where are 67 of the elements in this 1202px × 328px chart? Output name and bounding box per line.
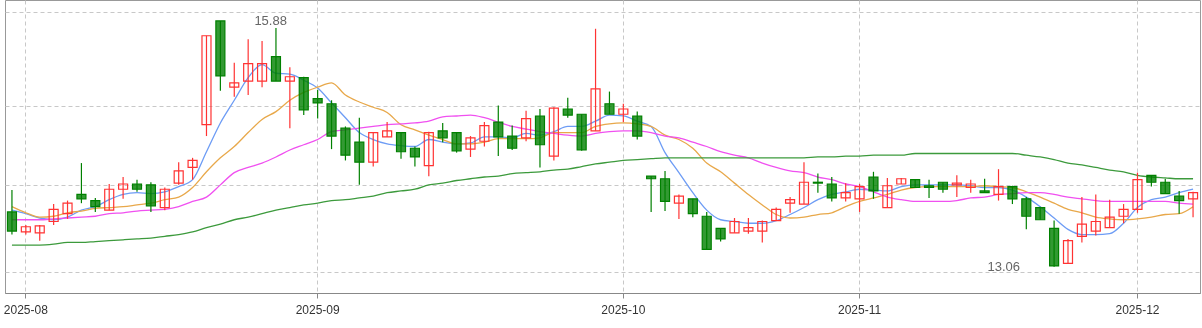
candlestick bbox=[6, 189, 18, 236]
candlestick bbox=[423, 131, 434, 177]
x-tick-label: 2025-08 bbox=[3, 302, 49, 317]
candlestick bbox=[646, 175, 657, 213]
candlestick bbox=[1062, 238, 1074, 264]
candlestick bbox=[632, 111, 643, 141]
candlestick bbox=[395, 131, 407, 160]
candlestick bbox=[159, 186, 170, 211]
candlestick bbox=[507, 124, 518, 151]
candlestick bbox=[1187, 191, 1199, 218]
candlestick bbox=[1132, 172, 1143, 214]
annotation: 13.06 bbox=[987, 258, 1021, 274]
annotation: 15.88 bbox=[254, 12, 287, 28]
candlestick bbox=[1118, 203, 1129, 224]
candlestick bbox=[882, 177, 893, 209]
candlestick bbox=[604, 90, 615, 115]
candlestick bbox=[409, 145, 421, 168]
candlestick bbox=[618, 103, 629, 123]
candlestick bbox=[451, 131, 462, 154]
candlestick bbox=[757, 220, 768, 244]
candlestick bbox=[659, 170, 671, 212]
candlestick bbox=[798, 161, 810, 205]
candlestick bbox=[826, 176, 837, 203]
candlestick bbox=[923, 179, 935, 199]
candlestick bbox=[784, 196, 796, 214]
candlestick bbox=[201, 35, 212, 137]
candlestick bbox=[62, 199, 73, 220]
candlestick bbox=[243, 38, 254, 96]
candlestick bbox=[840, 182, 851, 203]
candlestick bbox=[1076, 196, 1087, 244]
x-tick-label: 2025-12 bbox=[1115, 302, 1160, 317]
candlestick bbox=[1174, 190, 1185, 215]
x-tick-label: 2025-10 bbox=[601, 302, 646, 317]
candlestick bbox=[854, 183, 865, 213]
candlestick bbox=[993, 168, 1004, 202]
candlestick bbox=[562, 97, 573, 119]
candlestick bbox=[437, 122, 448, 143]
x-tick-label: 2025-09 bbox=[295, 302, 340, 317]
candlestick bbox=[173, 161, 184, 186]
candlestick bbox=[1090, 193, 1101, 237]
candlestick bbox=[312, 89, 323, 120]
candlestick bbox=[76, 162, 87, 204]
candlestick bbox=[812, 172, 823, 194]
candlestick bbox=[354, 117, 365, 186]
candlestick bbox=[590, 28, 601, 132]
candlestick bbox=[104, 183, 115, 211]
candlestick bbox=[187, 157, 198, 181]
candlestick bbox=[548, 106, 559, 162]
candlestick bbox=[520, 110, 532, 142]
candlestick bbox=[1021, 196, 1032, 230]
candlestick bbox=[479, 121, 490, 148]
x-tick-label: 2025-11 bbox=[837, 302, 882, 317]
candlestick bbox=[1104, 199, 1115, 229]
candlestick bbox=[284, 66, 295, 129]
candlestick bbox=[465, 135, 476, 158]
candlestick bbox=[673, 193, 685, 220]
candlestick bbox=[951, 174, 962, 198]
candlestick bbox=[229, 62, 240, 98]
candlestick bbox=[382, 121, 393, 138]
candlestick bbox=[145, 181, 156, 213]
candlestick bbox=[256, 40, 268, 88]
candlestick bbox=[368, 131, 379, 168]
candlestick bbox=[493, 104, 504, 157]
candlestick bbox=[118, 176, 129, 200]
candlestick bbox=[48, 203, 59, 226]
candlestick bbox=[868, 171, 879, 200]
candlestick bbox=[687, 198, 698, 218]
